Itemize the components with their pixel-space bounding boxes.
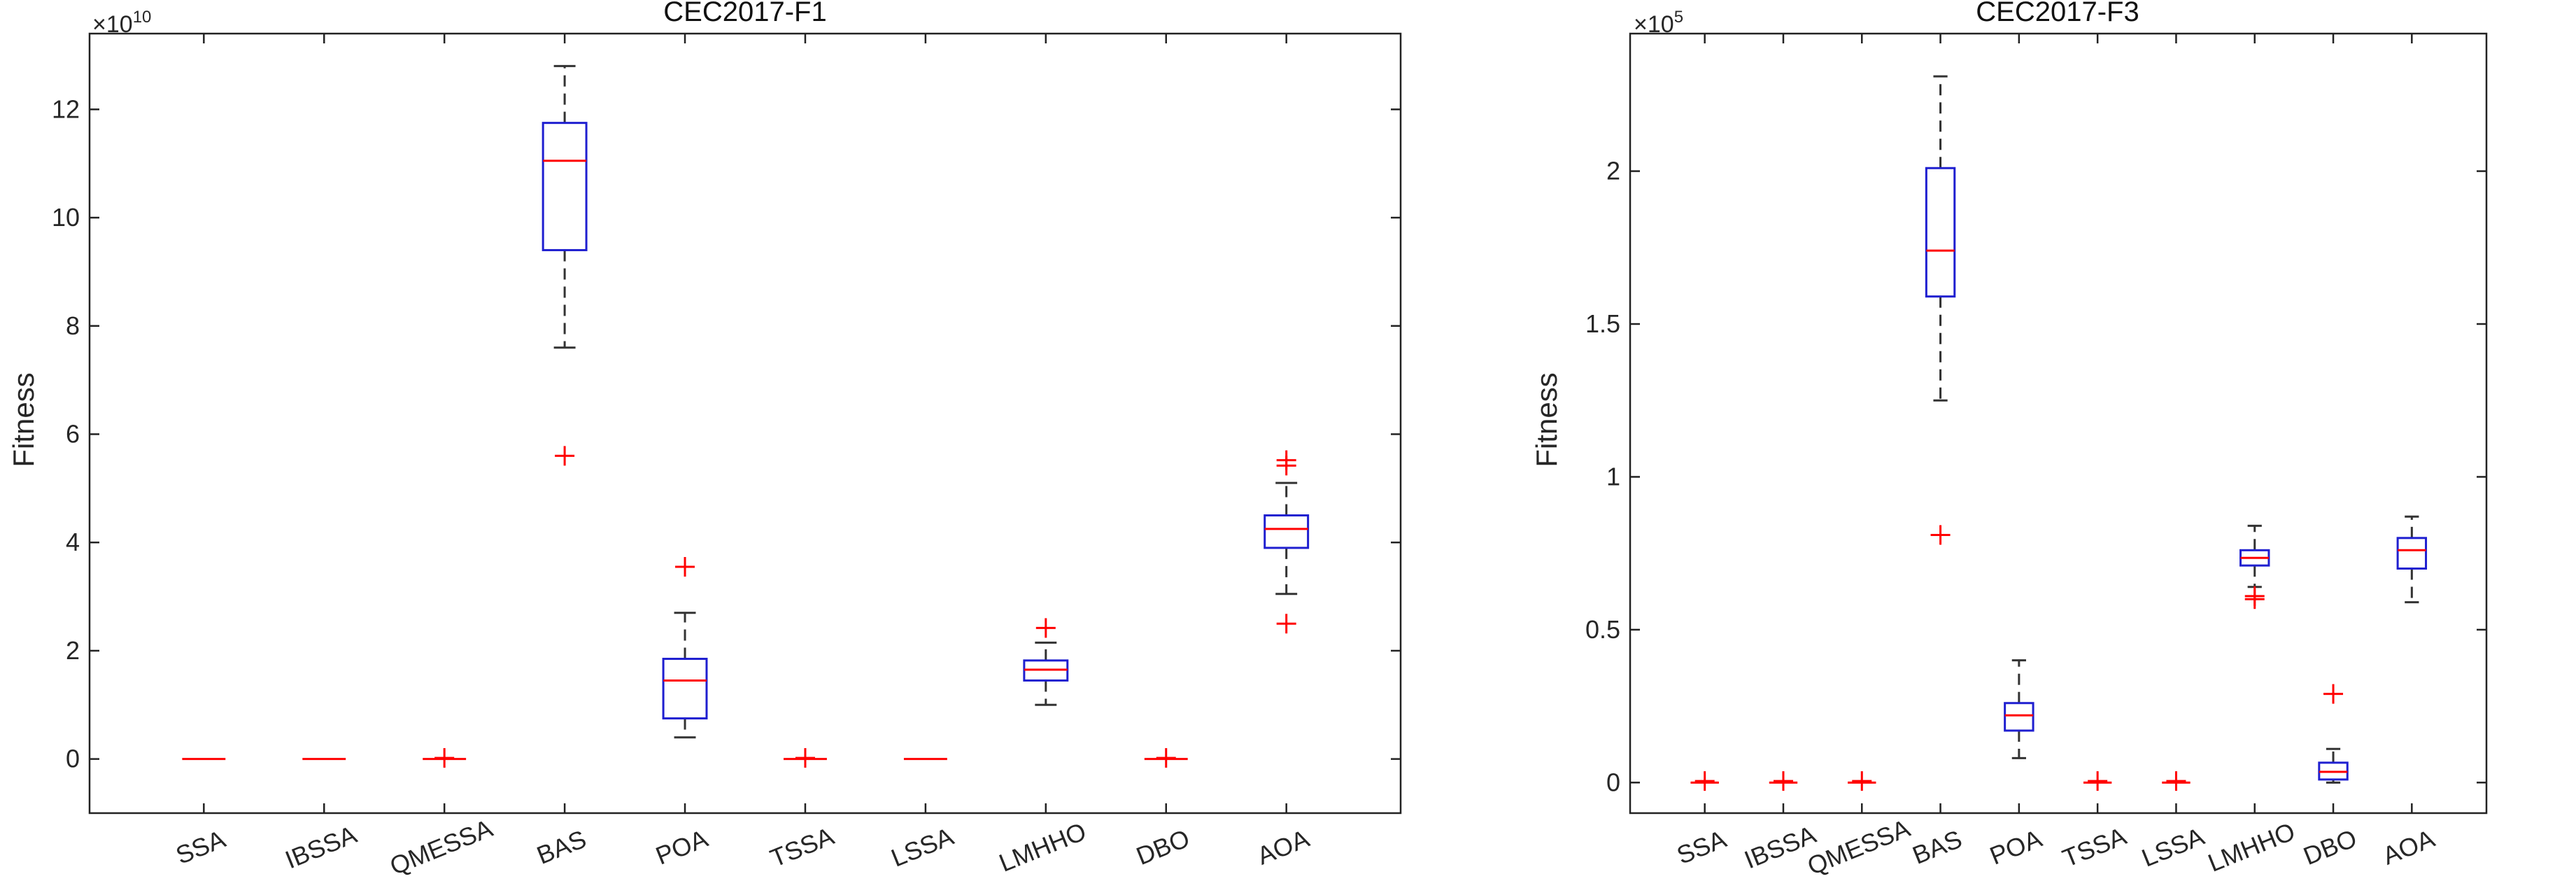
box-ibssa [1769, 771, 1798, 791]
y-axis-label: Fitness [7, 372, 40, 467]
iqr-box [2004, 702, 2034, 732]
box-dbo [1144, 748, 1188, 768]
outlier [1694, 771, 1715, 791]
box-aoa [2396, 515, 2428, 604]
chart-title: CEC2017-F1 [663, 0, 826, 27]
y-axis-multiplier-exponent: 10 [133, 8, 152, 27]
box-tssa [784, 748, 827, 768]
y-tick-label: 0.5 [1585, 615, 1620, 644]
y-tick-label: 12 [52, 94, 80, 123]
y-tick-label: 6 [66, 419, 80, 448]
y-axis-multiplier-exponent: 5 [1674, 8, 1683, 27]
box-qmessa [1848, 771, 1876, 791]
box-dbo [2318, 684, 2349, 784]
box-qmessa [423, 748, 467, 768]
outlier [555, 446, 575, 466]
box-lssa [2162, 771, 2191, 791]
iqr-box [1925, 167, 1956, 298]
y-tick-label: 2 [1606, 157, 1620, 185]
outlier [1276, 450, 1296, 470]
y-tick-label: 4 [66, 528, 80, 556]
y-tick-label: 0 [66, 745, 80, 773]
box-aoa [1264, 450, 1310, 634]
y-tick-label: 1.5 [1585, 309, 1620, 338]
outlier [1156, 748, 1176, 768]
outlier [434, 748, 455, 768]
iqr-box [542, 122, 588, 251]
box-lmhho [2239, 524, 2270, 609]
y-tick-label: 1 [1606, 462, 1620, 491]
iqr-box [1264, 514, 1310, 549]
outlier [1852, 771, 1872, 791]
outlier [1930, 525, 1951, 545]
y-tick-label: 0 [1606, 768, 1620, 796]
iqr-box [2396, 537, 2428, 570]
iqr-box [662, 658, 708, 720]
y-axis-label: Fitness [1530, 372, 1563, 467]
plot-area [88, 32, 1402, 815]
outlier [2244, 586, 2265, 606]
outlier [795, 748, 815, 768]
box-bas [542, 64, 588, 466]
outlier [1035, 618, 1056, 638]
plot-area [1629, 32, 2488, 815]
chart-title: CEC2017-F3 [1976, 0, 2139, 27]
box-poa [2004, 659, 2034, 759]
outlier [675, 557, 695, 577]
outlier [1773, 771, 1793, 791]
box-ssa [1690, 771, 1719, 791]
outlier [1276, 614, 1296, 634]
box-bas [1925, 75, 1956, 545]
outlier [2166, 771, 2186, 791]
box-lmhho [1023, 618, 1069, 706]
outlier [2323, 684, 2344, 704]
box-tssa [2083, 771, 2112, 791]
box-poa [662, 557, 708, 739]
y-tick-label: 8 [66, 311, 80, 340]
y-tick-label: 2 [66, 636, 80, 665]
y-tick-label: 10 [52, 203, 80, 232]
outlier [2088, 771, 2108, 791]
